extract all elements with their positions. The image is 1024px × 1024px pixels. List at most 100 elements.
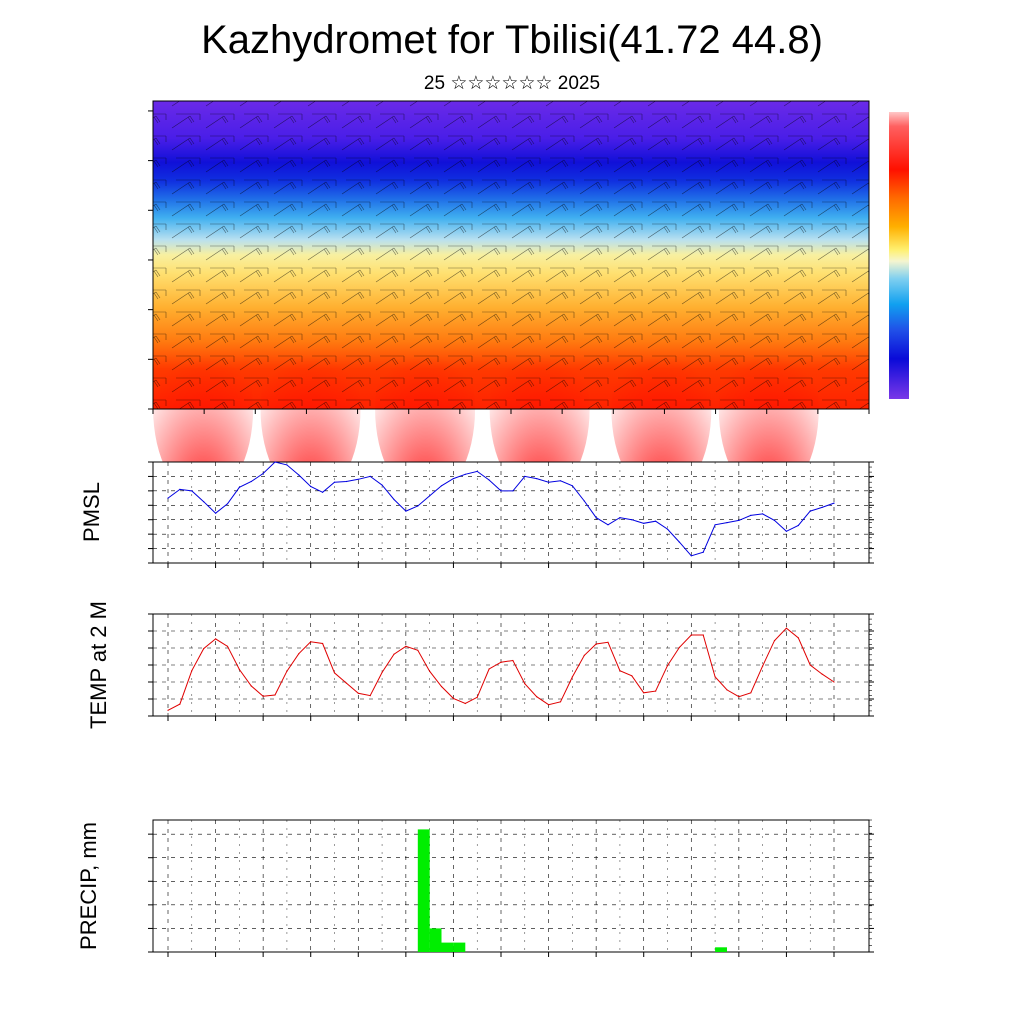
temp-point-9 — [274, 694, 276, 696]
pmsl-point-7 — [250, 480, 252, 483]
temp-point-7 — [250, 685, 252, 687]
pmsl-point-53 — [797, 524, 799, 527]
temp-point-16 — [357, 692, 359, 694]
cross-section-y-axis — [148, 110, 153, 410]
pmsl-point-17 — [369, 475, 371, 477]
pmsl-point-46 — [714, 524, 716, 526]
temp-point-36 — [595, 643, 597, 645]
temp-point-1 — [179, 703, 181, 705]
pmsl-point-49 — [750, 514, 752, 517]
pmsl-point-5 — [226, 503, 229, 505]
temp-point-13 — [322, 642, 324, 645]
pmsl-point-44 — [690, 555, 692, 557]
temp-point-31 — [536, 696, 538, 698]
pmsl-point-1 — [179, 488, 181, 490]
temp-point-26 — [476, 696, 478, 698]
temp-point-45 — [702, 634, 704, 636]
precip-bar-2 — [441, 942, 454, 952]
temp-point-30 — [524, 683, 526, 685]
pmsl-point-52 — [785, 530, 788, 532]
pmsl-point-41 — [655, 520, 657, 522]
temp-panel: TEMP at 2 M — [86, 601, 874, 729]
cross-section-panel — [148, 100, 909, 499]
temp-point-56 — [833, 681, 835, 683]
pmsl-point-24 — [452, 478, 454, 480]
temp-point-51 — [773, 640, 776, 642]
pmsl-point-38 — [619, 517, 621, 519]
cross-section-x-axis — [152, 409, 870, 414]
temp-point-17 — [369, 695, 371, 697]
wind-barbs — [153, 101, 869, 409]
temp-point-22 — [429, 670, 431, 672]
temp-point-21 — [417, 649, 419, 651]
precip-grid — [148, 819, 874, 957]
temp-point-39 — [631, 675, 633, 677]
temp-frame — [152, 613, 870, 717]
pmsl-point-3 — [203, 501, 205, 503]
pmsl-point-8 — [262, 472, 264, 475]
pmsl-point-0 — [167, 497, 169, 499]
temp-y-axis-label: TEMP at 2 M — [86, 601, 111, 729]
temp-point-43 — [678, 646, 681, 649]
temp-point-48 — [738, 696, 740, 698]
pmsl-point-36 — [595, 517, 597, 519]
pmsl-point-35 — [583, 500, 585, 502]
pmsl-point-22 — [429, 495, 431, 497]
pmsl-point-23 — [440, 485, 443, 487]
temp-point-23 — [440, 685, 443, 688]
pmsl-point-21 — [417, 505, 419, 507]
pmsl-point-54 — [809, 510, 811, 512]
temp-point-55 — [821, 673, 823, 675]
temp-point-35 — [583, 654, 585, 657]
temp-point-38 — [619, 670, 621, 672]
temp-point-0 — [167, 709, 169, 711]
temp-point-34 — [571, 676, 574, 678]
temp-point-28 — [500, 661, 502, 663]
page-title: Kazhydromet for Tbilisi(41.72 44.8) — [201, 18, 823, 62]
pmsl-point-33 — [559, 480, 562, 482]
pmsl-point-19 — [393, 498, 395, 501]
temp-point-33 — [559, 701, 562, 703]
precip-panel: PRECIP, mm — [76, 819, 874, 957]
pmsl-point-10 — [286, 464, 288, 466]
pmsl-point-18 — [381, 484, 383, 486]
pmsl-point-25 — [464, 473, 466, 475]
temp-point-8 — [262, 695, 264, 697]
pmsl-frame — [152, 461, 870, 564]
page-subtitle: 25 ☆☆☆☆☆☆ 2025 — [423, 73, 601, 94]
pmsl-point-29 — [512, 490, 514, 492]
temp-point-46 — [714, 676, 716, 678]
colorbar — [889, 112, 909, 399]
temp-point-24 — [452, 697, 454, 700]
temp-point-3 — [203, 648, 205, 650]
pmsl-point-37 — [607, 524, 609, 526]
pmsl-point-47 — [726, 522, 728, 524]
pmsl-point-32 — [548, 481, 550, 483]
temp-point-2 — [191, 670, 193, 672]
temp-point-11 — [298, 653, 300, 655]
pmsl-point-40 — [643, 522, 645, 524]
temp-point-40 — [643, 692, 645, 694]
pmsl-point-50 — [762, 513, 764, 515]
temp-point-4 — [215, 638, 217, 640]
temp-point-10 — [286, 670, 288, 672]
temp-point-53 — [797, 637, 799, 639]
pmsl-point-26 — [476, 470, 478, 472]
precip-bar-4 — [715, 947, 727, 952]
temp-point-18 — [381, 671, 383, 674]
temp-grid — [148, 613, 874, 721]
precip-bar-0 — [417, 829, 430, 952]
pmsl-point-51 — [773, 519, 776, 522]
pmsl-point-11 — [298, 474, 300, 476]
pmsl-point-30 — [524, 475, 526, 477]
pmsl-point-55 — [821, 506, 823, 508]
pmsl-point-15 — [345, 480, 347, 483]
temp-point-27 — [488, 668, 490, 670]
precip-bar-1 — [429, 928, 442, 952]
temp-point-6 — [238, 668, 240, 671]
pmsl-y-axis-label: PMSL — [79, 482, 104, 542]
pmsl-point-12 — [310, 485, 312, 488]
pmsl-grid — [148, 461, 874, 568]
pmsl-point-28 — [500, 490, 502, 492]
